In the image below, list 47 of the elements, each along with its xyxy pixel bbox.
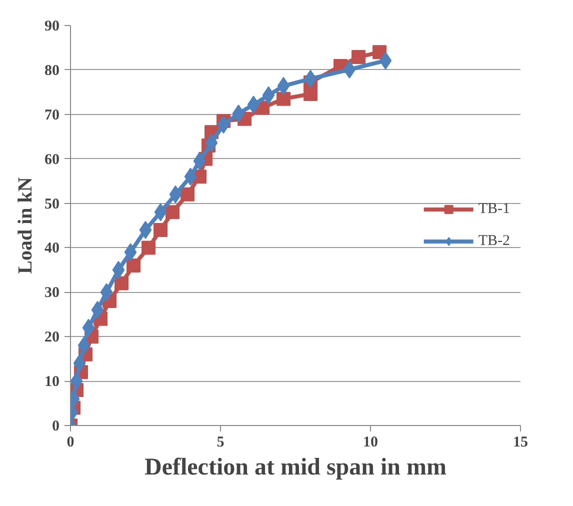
point <box>142 240 156 255</box>
point <box>304 70 317 88</box>
y-tick-label: 90 <box>44 18 60 34</box>
x-axis-title: Deflection at mid span in mm <box>144 454 447 480</box>
x-tick-label: 15 <box>513 434 528 450</box>
point <box>180 187 194 202</box>
y-tick-label: 70 <box>44 107 60 124</box>
y-tick-label: 60 <box>44 152 60 168</box>
point <box>112 260 125 279</box>
point <box>114 276 128 290</box>
point <box>193 152 206 170</box>
point <box>139 220 152 239</box>
point <box>169 185 182 204</box>
point <box>379 52 392 70</box>
x-tick-label: 10 <box>363 434 378 450</box>
point <box>277 76 290 95</box>
y-tick-label: 80 <box>44 62 60 79</box>
legend-label: TB-1 <box>478 200 510 218</box>
x-tick-label: 5 <box>216 434 224 450</box>
y-tick-label: 20 <box>44 330 60 346</box>
point <box>276 92 290 106</box>
legend-label: TB-2 <box>478 232 510 250</box>
y-tick-label: 0 <box>52 418 60 434</box>
x-tick-label: 0 <box>66 434 74 450</box>
point <box>124 243 137 262</box>
point <box>100 283 113 302</box>
point <box>166 205 180 220</box>
point <box>73 354 86 372</box>
point <box>352 50 366 64</box>
point <box>217 116 230 134</box>
point <box>154 222 168 237</box>
y-tick-label: 30 <box>44 285 60 302</box>
point <box>262 86 275 104</box>
point <box>205 134 218 152</box>
point <box>126 258 140 272</box>
point <box>82 318 95 337</box>
y-tick-label: 40 <box>44 240 60 257</box>
point <box>78 336 90 354</box>
point <box>91 300 104 319</box>
point <box>247 96 260 114</box>
y-tick-label: 10 <box>44 374 60 390</box>
point <box>232 104 245 122</box>
point <box>154 203 167 222</box>
y-axis-title: Load in kN <box>14 176 36 274</box>
point <box>343 60 356 78</box>
y-tick-label: 50 <box>44 196 60 212</box>
point <box>184 168 197 186</box>
